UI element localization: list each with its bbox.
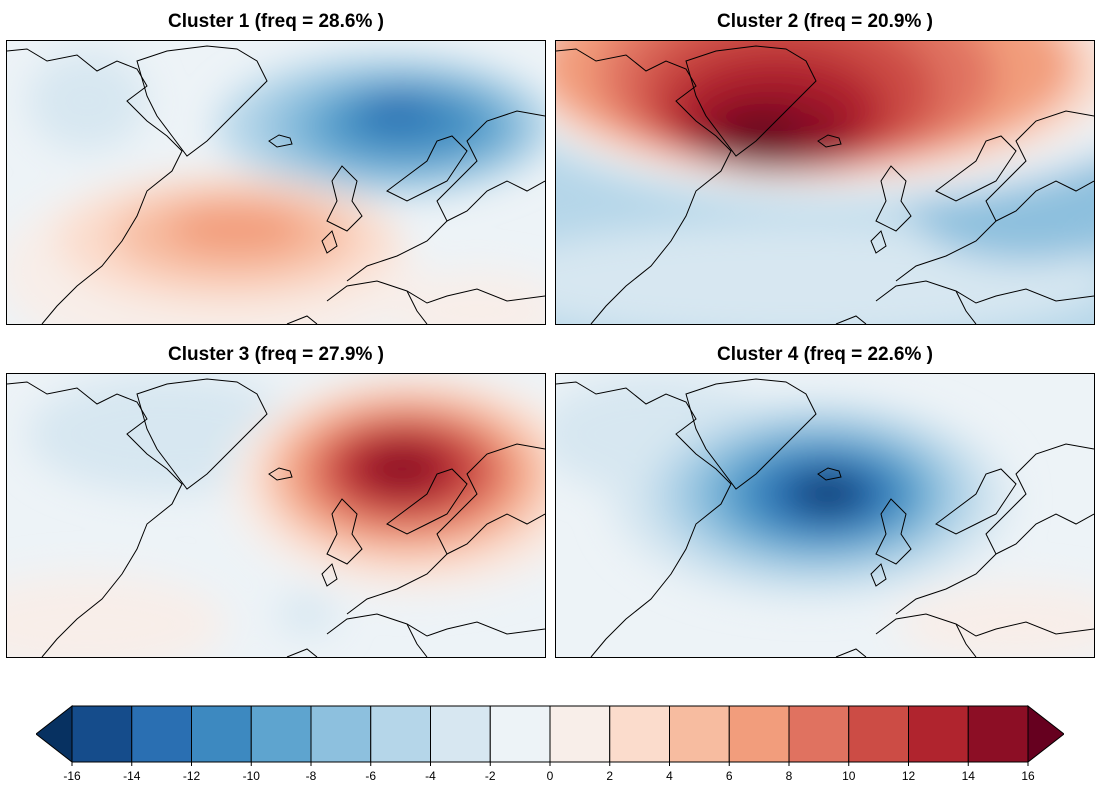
colorbar-tick-label: 16 (1021, 769, 1035, 783)
colorbar-swatch (131, 705, 192, 763)
colorbar: -16 -14 -12 -10 -8 -6 -4 -2 0 2 4 6 8 10 12 14 16 (36, 704, 1064, 783)
colorbar-swatch (549, 705, 611, 763)
colorbar-swatch (967, 705, 1029, 763)
colorbar-swatch (489, 705, 551, 763)
colorbar-tick-label: -8 (306, 769, 317, 783)
colorbar-tick-label: 12 (902, 769, 916, 783)
colorbar-swatch (908, 705, 969, 763)
colorbar-swatch (310, 705, 372, 763)
map-cluster-2 (556, 41, 1094, 324)
colorbar-tick-label: -14 (123, 769, 141, 783)
colorbar-under-arrow (36, 704, 73, 764)
colorbar-swatch (430, 705, 491, 763)
colorbar-swatch (848, 705, 909, 763)
coastlines (556, 45, 1094, 324)
colorbar-swatch (669, 705, 730, 763)
colorbar-tick-label: -2 (485, 769, 496, 783)
map-frame (555, 40, 1095, 325)
panel-title: Cluster 3 (freq = 27.9% ) (168, 344, 384, 365)
map-cluster-3 (7, 374, 545, 657)
map-frame (6, 40, 546, 325)
colorbar-tick-label: 10 (842, 769, 856, 783)
map-cluster-4 (556, 374, 1094, 657)
colorbar-tick-label: 8 (786, 769, 793, 783)
colorbar-tick-label: -10 (243, 769, 261, 783)
panel-title: Cluster 1 (freq = 28.6% ) (168, 11, 384, 32)
colorbar-tick-label: 0 (547, 769, 554, 783)
colorbar-swatch (191, 705, 252, 763)
colorbar-swatch (370, 705, 431, 763)
coastlines (7, 45, 545, 324)
colorbar-tick-label: 6 (726, 769, 733, 783)
map-frame (555, 373, 1095, 658)
colorbar-tick-label: -16 (63, 769, 81, 783)
colorbar-tick-label: -4 (425, 769, 436, 783)
panel-title: Cluster 2 (freq = 20.9% ) (717, 11, 933, 32)
colorbar-swatch (728, 705, 790, 763)
colorbar-swatch (71, 705, 133, 763)
colorbar-tick-label: -6 (365, 769, 376, 783)
colorbar-swatch (250, 705, 312, 763)
colorbar-tick-label: 14 (962, 769, 976, 783)
colorbar-swatch (788, 705, 850, 763)
colorbar-over-arrow (1027, 704, 1064, 764)
colorbar-tick-label: 4 (666, 769, 673, 783)
colorbar-tick-label: 2 (606, 769, 613, 783)
map-cluster-1 (7, 41, 545, 324)
colorbar-tick-label: -12 (183, 769, 201, 783)
map-frame (6, 373, 546, 658)
coastlines (7, 378, 545, 657)
colorbar-swatch (609, 705, 670, 763)
coastlines (556, 378, 1094, 657)
panel-title: Cluster 4 (freq = 22.6% ) (717, 344, 933, 365)
